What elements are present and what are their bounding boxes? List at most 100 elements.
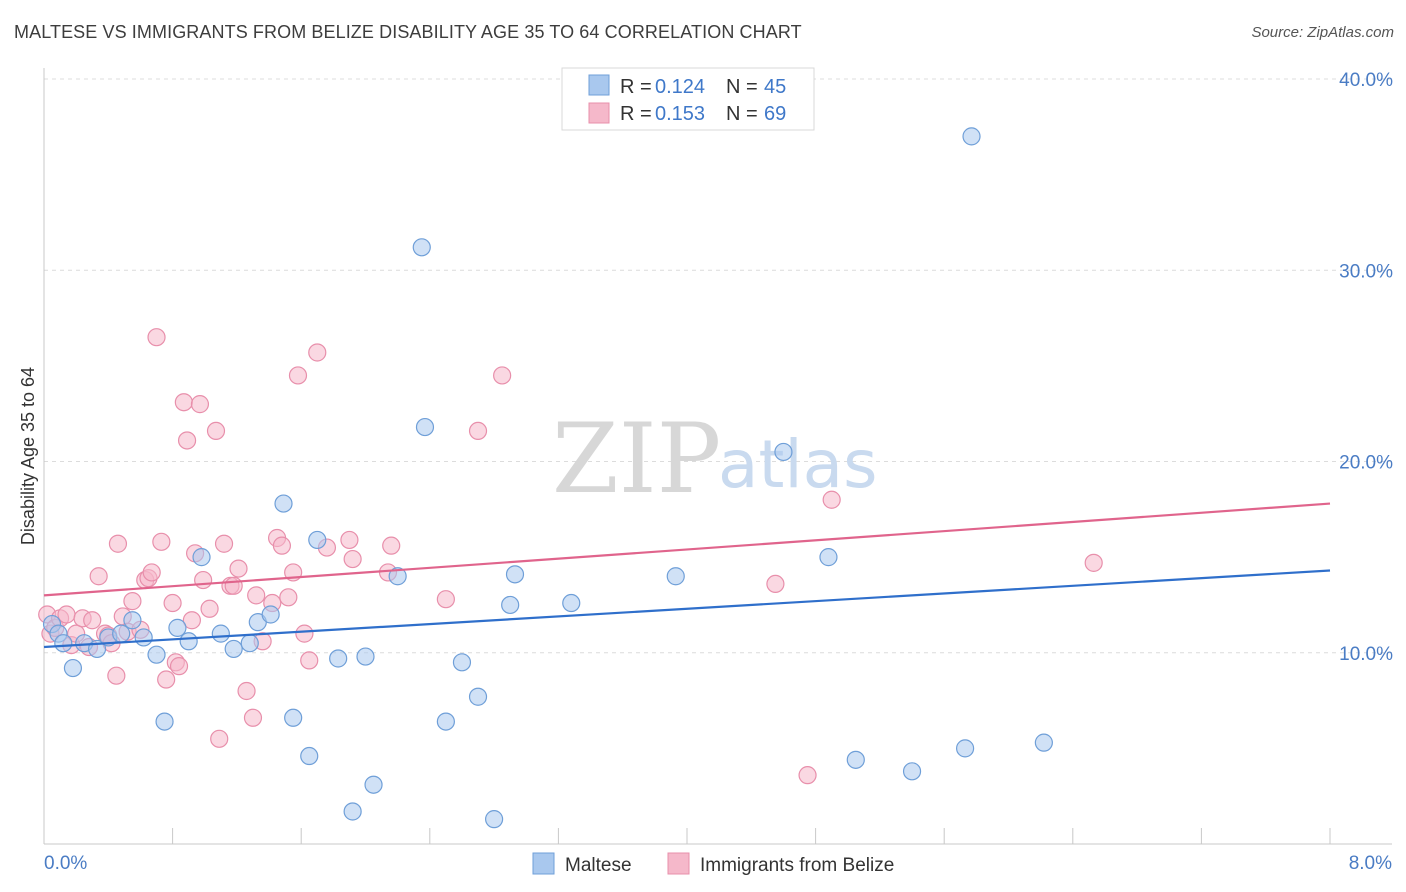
maltese-point xyxy=(63,658,83,678)
belize-point xyxy=(822,490,841,509)
maltese-point xyxy=(962,127,981,146)
belize-point xyxy=(123,592,142,611)
belize-point xyxy=(194,570,213,590)
belize-trend-line xyxy=(43,502,1331,597)
legend-belize-n-value: 69 xyxy=(764,103,786,125)
maltese-point xyxy=(468,687,488,706)
maltese-point xyxy=(54,634,73,653)
maltese-point xyxy=(1034,733,1053,752)
maltese-points xyxy=(42,127,1053,829)
legend-maltese-swatch xyxy=(588,74,610,96)
legend-maltese-n-label: N = xyxy=(726,76,758,98)
belize-point xyxy=(308,343,327,362)
maltese-point xyxy=(224,639,243,659)
belize-point xyxy=(295,624,314,643)
trend-lines xyxy=(43,502,1331,649)
belize-point xyxy=(243,708,263,727)
maltese-point xyxy=(364,775,383,794)
legend-maltese-n-value: 45 xyxy=(764,76,786,98)
belize-point xyxy=(83,611,102,630)
bottom-legend: Maltese Immigrants from Belize xyxy=(532,852,894,876)
belize-point xyxy=(247,586,266,605)
maltese-point xyxy=(846,750,865,769)
maltese-point xyxy=(388,567,407,586)
belize-point xyxy=(340,530,359,550)
belize-point xyxy=(493,366,512,385)
belize-point xyxy=(108,534,128,553)
belize-point xyxy=(142,563,161,582)
maltese-point xyxy=(112,624,131,643)
belize-point xyxy=(1084,553,1103,572)
maltese-point xyxy=(501,595,520,615)
maltese-point xyxy=(436,712,455,731)
y-tick-label: 30.0% xyxy=(1339,261,1393,282)
bottom-legend-maltese-swatch xyxy=(532,852,555,875)
belize-point xyxy=(288,366,308,385)
belize-point xyxy=(157,670,176,689)
belize-point xyxy=(107,666,126,685)
y-tick-label: 20.0% xyxy=(1339,453,1393,474)
maltese-point xyxy=(505,565,525,584)
belize-point xyxy=(237,681,256,701)
maltese-point xyxy=(412,238,431,257)
belize-point xyxy=(147,328,166,347)
legend-belize-r-label: R = xyxy=(620,103,652,125)
belize-point xyxy=(382,536,401,555)
maltese-point xyxy=(147,645,166,664)
bottom-legend-maltese-label: Maltese xyxy=(565,855,632,876)
belize-point xyxy=(279,588,298,607)
belize-point xyxy=(177,431,197,450)
source-credit: Source: ZipAtlas.com xyxy=(1251,24,1394,41)
belize-point xyxy=(200,599,219,618)
belize-point xyxy=(214,534,234,553)
legend-maltese-r-value: 0.124 xyxy=(655,76,705,98)
maltese-point xyxy=(774,442,793,462)
x-tick-label-max: 8.0% xyxy=(1349,853,1392,874)
y-tick-label: 10.0% xyxy=(1339,644,1393,665)
maltese-point xyxy=(485,810,504,829)
maltese-point xyxy=(134,628,153,647)
y-tick-labels: 10.0% 20.0% 30.0% 40.0% xyxy=(1339,70,1393,665)
belize-point xyxy=(163,593,182,613)
belize-point xyxy=(152,532,171,551)
maltese-point xyxy=(155,712,174,731)
chart-title: MALTESE VS IMMIGRANTS FROM BELIZE DISABI… xyxy=(14,22,802,42)
maltese-point xyxy=(274,494,293,513)
belize-point xyxy=(766,574,785,594)
maltese-point xyxy=(356,647,375,666)
belize-point xyxy=(272,536,292,555)
maltese-point xyxy=(819,548,838,567)
maltese-point xyxy=(179,632,198,651)
belize-point xyxy=(169,657,189,676)
belize-point xyxy=(174,393,193,412)
x-ticks xyxy=(43,828,1331,844)
maltese-point xyxy=(666,567,685,586)
maltese-point xyxy=(284,708,303,727)
belize-point xyxy=(182,611,201,630)
maltese-point xyxy=(308,530,327,550)
belize-point xyxy=(57,605,76,624)
maltese-point xyxy=(211,624,230,643)
legend-maltese-r-label: R = xyxy=(620,76,652,98)
maltese-point xyxy=(902,762,922,781)
maltese-point xyxy=(343,802,362,821)
belize-point xyxy=(798,766,817,785)
belize-point xyxy=(436,590,455,609)
belize-point xyxy=(224,576,243,595)
maltese-point xyxy=(415,417,435,437)
maltese-point xyxy=(261,605,280,624)
maltese-point xyxy=(168,618,187,637)
maltese-point xyxy=(300,746,319,766)
legend-belize-r-value: 0.153 xyxy=(655,103,705,125)
x-tick-label-min: 0.0% xyxy=(44,853,87,874)
legend-belize-swatch xyxy=(588,102,610,124)
maltese-point xyxy=(452,653,472,672)
belize-point xyxy=(468,421,488,440)
belize-point xyxy=(206,421,226,440)
bottom-legend-belize-label: Immigrants from Belize xyxy=(700,855,894,876)
belize-point xyxy=(190,395,210,414)
belize-point xyxy=(229,559,248,578)
maltese-trend-line xyxy=(43,569,1331,649)
legend-box: R = 0.124 N = 45 R = 0.153 N = 69 xyxy=(561,67,815,131)
